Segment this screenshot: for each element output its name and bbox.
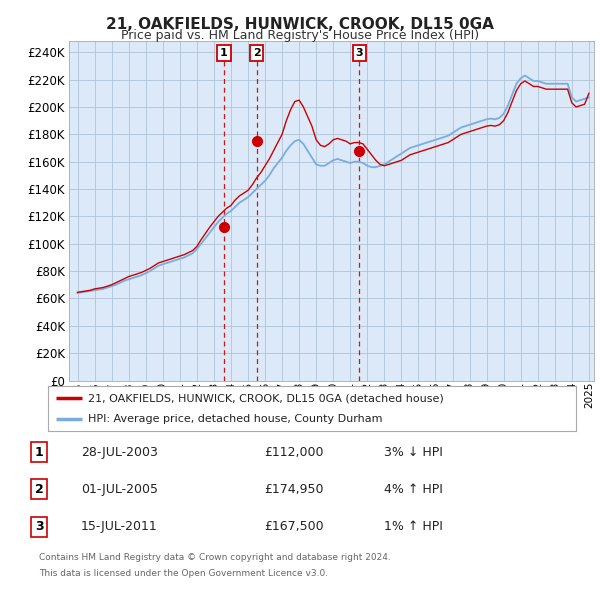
Text: 2: 2	[253, 48, 260, 58]
Text: 2: 2	[35, 483, 43, 496]
Text: 15-JUL-2011: 15-JUL-2011	[81, 520, 158, 533]
Text: This data is licensed under the Open Government Licence v3.0.: This data is licensed under the Open Gov…	[39, 569, 328, 578]
Text: 1: 1	[35, 445, 43, 459]
Text: 28-JUL-2003: 28-JUL-2003	[81, 445, 158, 459]
Text: £174,950: £174,950	[264, 483, 323, 496]
Text: 3% ↓ HPI: 3% ↓ HPI	[384, 445, 443, 459]
Text: HPI: Average price, detached house, County Durham: HPI: Average price, detached house, Coun…	[88, 414, 382, 424]
Text: 4% ↑ HPI: 4% ↑ HPI	[384, 483, 443, 496]
Text: 3: 3	[35, 520, 43, 533]
Text: 21, OAKFIELDS, HUNWICK, CROOK, DL15 0GA: 21, OAKFIELDS, HUNWICK, CROOK, DL15 0GA	[106, 17, 494, 31]
Text: £167,500: £167,500	[264, 520, 323, 533]
Text: 1% ↑ HPI: 1% ↑ HPI	[384, 520, 443, 533]
Text: 3: 3	[356, 48, 363, 58]
Text: 1: 1	[220, 48, 227, 58]
Text: Price paid vs. HM Land Registry's House Price Index (HPI): Price paid vs. HM Land Registry's House …	[121, 30, 479, 42]
Text: Contains HM Land Registry data © Crown copyright and database right 2024.: Contains HM Land Registry data © Crown c…	[39, 553, 391, 562]
Text: 01-JUL-2005: 01-JUL-2005	[81, 483, 158, 496]
Text: £112,000: £112,000	[264, 445, 323, 459]
Text: 21, OAKFIELDS, HUNWICK, CROOK, DL15 0GA (detached house): 21, OAKFIELDS, HUNWICK, CROOK, DL15 0GA …	[88, 394, 443, 404]
